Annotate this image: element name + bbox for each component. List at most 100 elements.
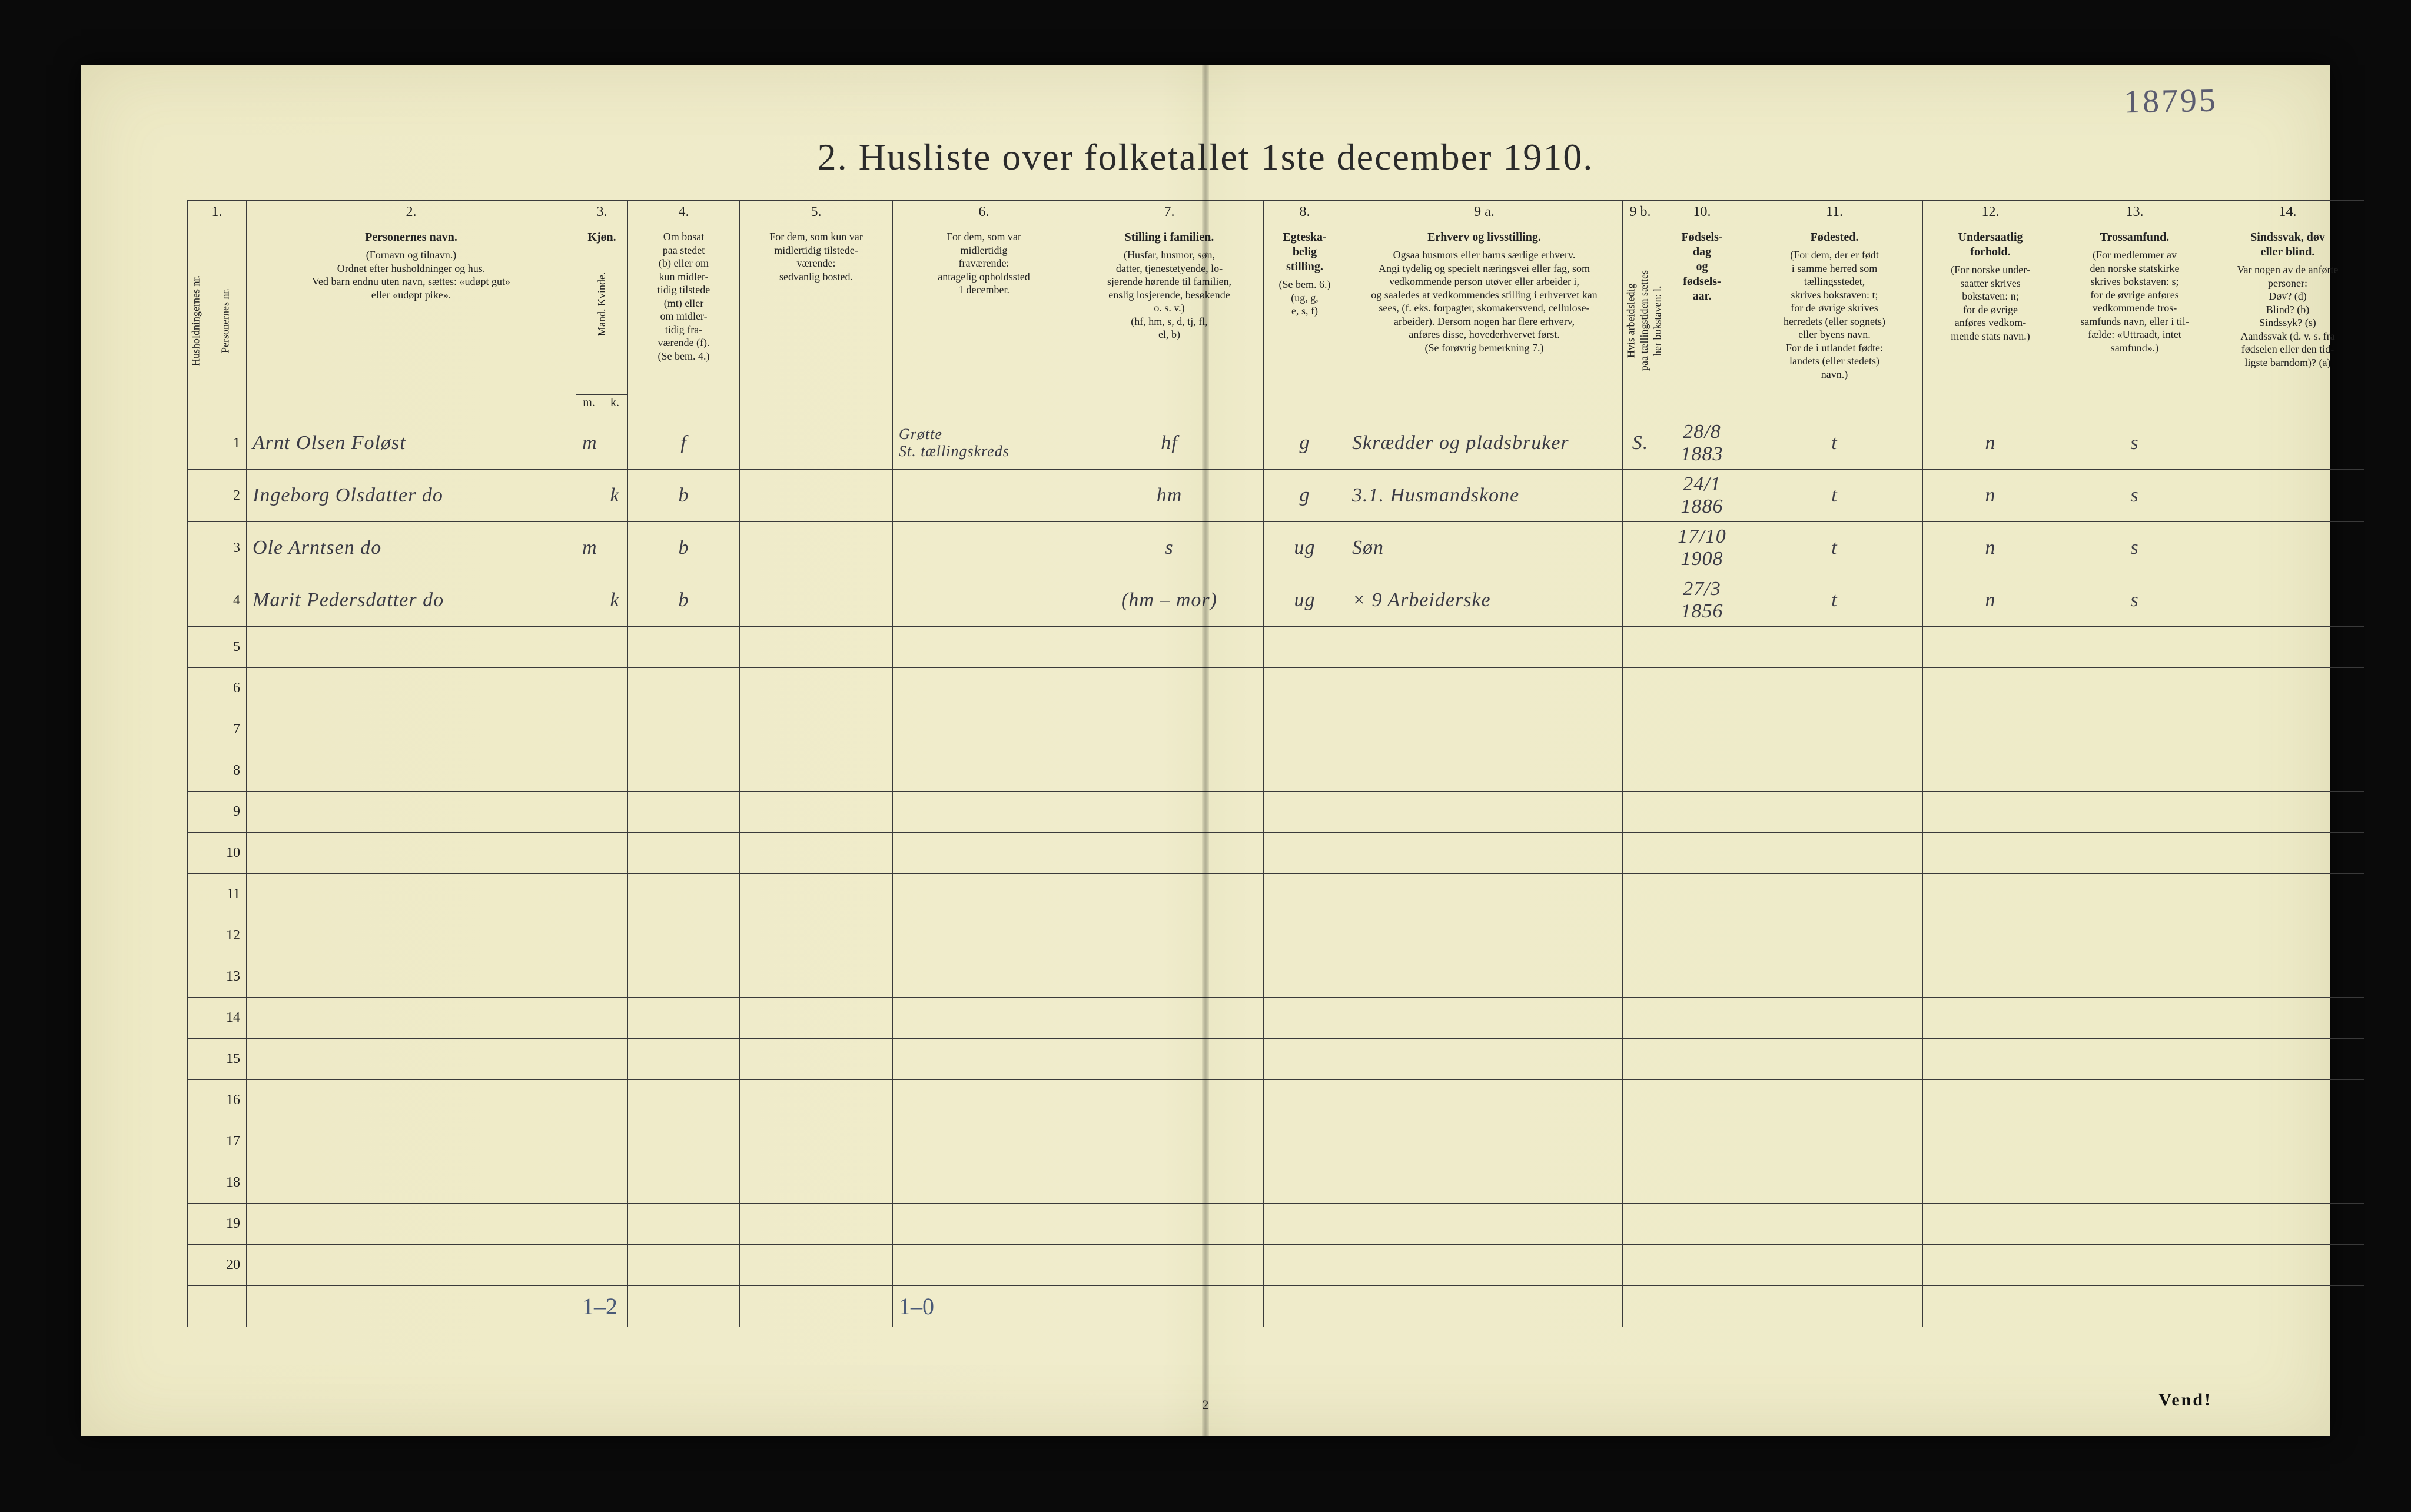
hdr-mt-title: For dem, som kun var midlertidig tilsted… [745,230,888,270]
ledig-cell [1623,874,1658,915]
person-nr-cell: 11 [217,874,247,915]
sex-k-cell: k [602,574,628,627]
bosat-cell [628,627,740,668]
frav-cell [893,1039,1075,1080]
person-nr-cell: 5 [217,627,247,668]
fam-cell [1075,750,1264,792]
hdr-bosat-sub: (Se bem. 4.) [633,350,735,363]
hushold-cell [188,470,217,522]
sex-k-cell [602,417,628,470]
sind-cell [2211,1162,2364,1204]
table-row: 8 [188,750,2364,792]
person-nr-cell: 17 [217,1121,247,1162]
erhv-cell: × 9 Arbeiderske [1346,574,1623,627]
erhv-cell [1346,874,1623,915]
person-nr-cell: 18 [217,1162,247,1204]
egte-cell [1264,1162,1346,1204]
person-nr-cell: 15 [217,1039,247,1080]
bosat-cell [628,956,740,998]
colnum-12: 12. [1923,201,2058,224]
egte-cell [1264,709,1346,750]
ledig-cell [1623,915,1658,956]
tro-cell [2058,956,2211,998]
erhv-cell [1346,1204,1623,1245]
colnum-9a: 9 a. [1346,201,1623,224]
hdr-stilling: Stilling i familien. (Husfar, husmor, sø… [1075,224,1264,417]
nat-cell [1923,1162,2058,1204]
hdr-dob-title: Fødsels- dag og fødsels- aar. [1663,230,1741,304]
person-nr-cell: 4 [217,574,247,627]
fam-cell [1075,709,1264,750]
frav-cell [893,874,1075,915]
ledig-cell [1623,750,1658,792]
colnum-6: 6. [893,201,1075,224]
person-nr-cell: 6 [217,668,247,709]
person-nr-cell: 1 [217,417,247,470]
hushold-cell [188,627,217,668]
sind-cell [2211,956,2364,998]
fam-cell [1075,833,1264,874]
ledig-cell [1623,833,1658,874]
name-cell: Arnt Olsen Foløst [247,417,576,470]
nat-cell [1923,668,2058,709]
mk-k: k. [602,395,628,417]
fsted-cell [1746,998,1923,1039]
fsted-cell [1746,1121,1923,1162]
bosat-cell: b [628,522,740,574]
dob-cell [1658,1245,1746,1286]
fam-cell [1075,998,1264,1039]
sex-k-cell [602,833,628,874]
tro-cell [2058,709,2211,750]
nat-cell: n [1923,417,2058,470]
sind-cell [2211,1121,2364,1162]
erhv-cell [1346,750,1623,792]
tally-c6: 1–0 [893,1286,1075,1327]
name-cell [247,874,576,915]
mt-cell [740,709,893,750]
table-row: 18 [188,1162,2364,1204]
name-cell [247,1121,576,1162]
name-cell [247,627,576,668]
sind-cell [2211,1204,2364,1245]
dob-cell [1658,709,1746,750]
ledig-cell [1623,470,1658,522]
hdr-hushold-nr: Husholdningernes nr. [188,224,217,417]
dob-cell: 28/8 1883 [1658,417,1746,470]
name-cell [247,668,576,709]
colnum-3: 3. [576,201,628,224]
dob-cell [1658,1080,1746,1121]
dob-cell [1658,874,1746,915]
mt-cell [740,750,893,792]
ledig-cell [1623,1039,1658,1080]
dob-cell [1658,915,1746,956]
tro-cell [2058,1039,2211,1080]
hdr-egte-title: Egteska- belig stilling. [1268,230,1341,274]
fsted-cell [1746,792,1923,833]
sex-k-cell [602,522,628,574]
sex-m-cell [576,915,602,956]
hushold-cell [188,574,217,627]
table-row: 7 [188,709,2364,750]
fam-cell: (hm – mor) [1075,574,1264,627]
hdr-egte-sub: (Se bem. 6.) (ug, g, e, s, f) [1268,278,1341,318]
frav-cell [893,750,1075,792]
fsted-cell [1746,833,1923,874]
fsted-cell [1746,915,1923,956]
table-row: 16 [188,1080,2364,1121]
sex-m-cell [576,792,602,833]
hushold-cell [188,1121,217,1162]
erhv-cell: 3.1. Husmandskone [1346,470,1623,522]
tally-sex: 1–2 [576,1286,628,1327]
hdr-erhv-title: Erhverv og livsstilling. [1351,230,1618,245]
hdr-frav-title: For dem, som var midlertidig fraværende: [898,230,1070,270]
sind-cell [2211,1080,2364,1121]
fam-cell [1075,1204,1264,1245]
frav-cell [893,1121,1075,1162]
hdr-fsted-title: Fødested. [1751,230,1918,245]
sind-cell [2211,574,2364,627]
sex-m-cell: m [576,522,602,574]
sind-cell [2211,709,2364,750]
sex-m-cell [576,874,602,915]
hdr-person-nr: Personernes nr. [217,224,247,417]
tro-cell [2058,1121,2211,1162]
